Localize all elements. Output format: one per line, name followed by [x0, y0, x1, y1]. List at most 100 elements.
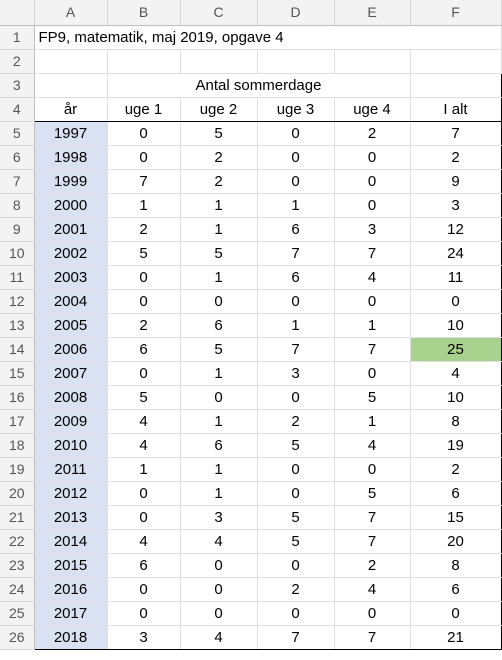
week-2-cell[interactable]: 5 [180, 121, 258, 146]
year-cell[interactable]: 1998 [33, 145, 108, 170]
week-2-cell[interactable]: 1 [180, 217, 258, 242]
total-cell[interactable]: 10 [409, 313, 502, 338]
year-cell[interactable]: 2018 [33, 625, 108, 650]
week-3-cell[interactable]: 0 [257, 481, 335, 506]
year-cell[interactable]: 2002 [33, 241, 108, 266]
week-2-cell[interactable]: 6 [180, 433, 258, 458]
row-header[interactable]: 6 [0, 145, 35, 170]
header-cell-total[interactable]: I alt [409, 97, 502, 122]
header-cell-week-2[interactable]: uge 2 [180, 97, 258, 122]
row-header[interactable]: 21 [0, 505, 35, 530]
cell[interactable] [410, 49, 502, 74]
header-cell-week-1[interactable]: uge 1 [107, 97, 181, 122]
cell[interactable] [33, 72, 108, 98]
week-1-cell[interactable]: 0 [107, 361, 181, 386]
total-cell[interactable]: 6 [409, 481, 502, 506]
week-4-cell[interactable]: 3 [334, 217, 411, 242]
year-cell[interactable]: 2011 [33, 457, 108, 482]
total-cell[interactable]: 8 [409, 409, 502, 434]
column-header-a[interactable]: A [34, 0, 108, 26]
cell[interactable] [257, 49, 335, 74]
week-2-cell[interactable]: 0 [180, 577, 258, 602]
week-1-cell[interactable]: 0 [107, 601, 181, 626]
column-header-d[interactable]: D [257, 0, 335, 26]
year-cell[interactable]: 1999 [33, 169, 108, 194]
week-3-cell[interactable]: 0 [257, 601, 335, 626]
week-3-cell[interactable]: 1 [257, 313, 335, 338]
row-header[interactable]: 10 [0, 241, 35, 266]
year-cell[interactable]: 2015 [33, 553, 108, 578]
total-cell[interactable]: 6 [409, 577, 502, 602]
week-3-cell[interactable]: 0 [257, 385, 335, 410]
week-1-cell[interactable]: 3 [107, 625, 181, 650]
year-cell[interactable]: 2000 [33, 193, 108, 218]
year-cell[interactable]: 2004 [33, 289, 108, 314]
week-1-cell[interactable]: 0 [107, 265, 181, 290]
row-header[interactable]: 24 [0, 577, 35, 602]
total-cell[interactable]: 21 [409, 625, 502, 650]
row-header[interactable]: 25 [0, 601, 35, 626]
cell[interactable] [34, 49, 108, 74]
week-4-cell[interactable]: 4 [334, 433, 411, 458]
week-2-cell[interactable]: 2 [180, 145, 258, 170]
week-1-cell[interactable]: 7 [107, 169, 181, 194]
row-header[interactable]: 2 [0, 49, 35, 74]
week-1-cell[interactable]: 1 [107, 457, 181, 482]
week-4-cell[interactable]: 7 [334, 241, 411, 266]
row-header[interactable]: 19 [0, 457, 35, 482]
week-1-cell[interactable]: 6 [107, 553, 181, 578]
total-cell[interactable]: 4 [409, 361, 502, 386]
year-cell[interactable]: 2008 [33, 385, 108, 410]
week-3-cell[interactable]: 7 [257, 241, 335, 266]
week-2-cell[interactable]: 1 [180, 265, 258, 290]
week-1-cell[interactable]: 0 [107, 289, 181, 314]
week-3-cell[interactable]: 0 [257, 289, 335, 314]
cell[interactable] [107, 49, 181, 74]
select-all-corner[interactable] [0, 0, 35, 26]
week-3-cell[interactable]: 5 [257, 505, 335, 530]
total-cell[interactable]: 8 [409, 553, 502, 578]
year-cell[interactable]: 2014 [33, 529, 108, 554]
week-2-cell[interactable]: 0 [180, 385, 258, 410]
header-cell-week-4[interactable]: uge 4 [334, 97, 411, 122]
year-cell[interactable]: 2001 [33, 217, 108, 242]
week-4-cell[interactable]: 5 [334, 481, 411, 506]
week-1-cell[interactable]: 2 [107, 217, 181, 242]
row-header[interactable]: 11 [0, 265, 35, 290]
total-cell[interactable]: 15 [409, 505, 502, 530]
row-header[interactable]: 12 [0, 289, 35, 314]
week-4-cell[interactable]: 7 [334, 625, 411, 650]
week-3-cell[interactable]: 6 [257, 217, 335, 242]
week-3-cell[interactable]: 0 [257, 145, 335, 170]
week-1-cell[interactable]: 1 [107, 193, 181, 218]
total-cell[interactable]: 25 [409, 337, 502, 362]
week-2-cell[interactable]: 0 [180, 553, 258, 578]
cell[interactable] [334, 49, 411, 74]
year-cell[interactable]: 2017 [33, 601, 108, 626]
week-2-cell[interactable]: 2 [180, 169, 258, 194]
column-header-b[interactable]: B [107, 0, 181, 26]
week-3-cell[interactable]: 5 [257, 433, 335, 458]
row-header[interactable]: 18 [0, 433, 35, 458]
week-1-cell[interactable]: 2 [107, 313, 181, 338]
week-3-cell[interactable]: 0 [257, 553, 335, 578]
year-cell[interactable]: 2010 [33, 433, 108, 458]
week-4-cell[interactable]: 0 [334, 193, 411, 218]
cell[interactable] [410, 25, 502, 50]
row-header[interactable]: 14 [0, 337, 35, 362]
total-cell[interactable]: 0 [409, 601, 502, 626]
week-4-cell[interactable]: 0 [334, 601, 411, 626]
total-cell[interactable]: 19 [409, 433, 502, 458]
week-3-cell[interactable]: 2 [257, 409, 335, 434]
row-header[interactable]: 23 [0, 553, 35, 578]
week-2-cell[interactable]: 6 [180, 313, 258, 338]
year-cell[interactable]: 2007 [33, 361, 108, 386]
week-3-cell[interactable]: 1 [257, 193, 335, 218]
week-3-cell[interactable]: 5 [257, 529, 335, 554]
year-cell[interactable]: 2016 [33, 577, 108, 602]
week-2-cell[interactable]: 0 [180, 289, 258, 314]
week-3-cell[interactable]: 2 [257, 577, 335, 602]
row-header[interactable]: 4 [0, 97, 35, 122]
row-header[interactable]: 13 [0, 313, 35, 338]
total-cell[interactable]: 20 [409, 529, 502, 554]
